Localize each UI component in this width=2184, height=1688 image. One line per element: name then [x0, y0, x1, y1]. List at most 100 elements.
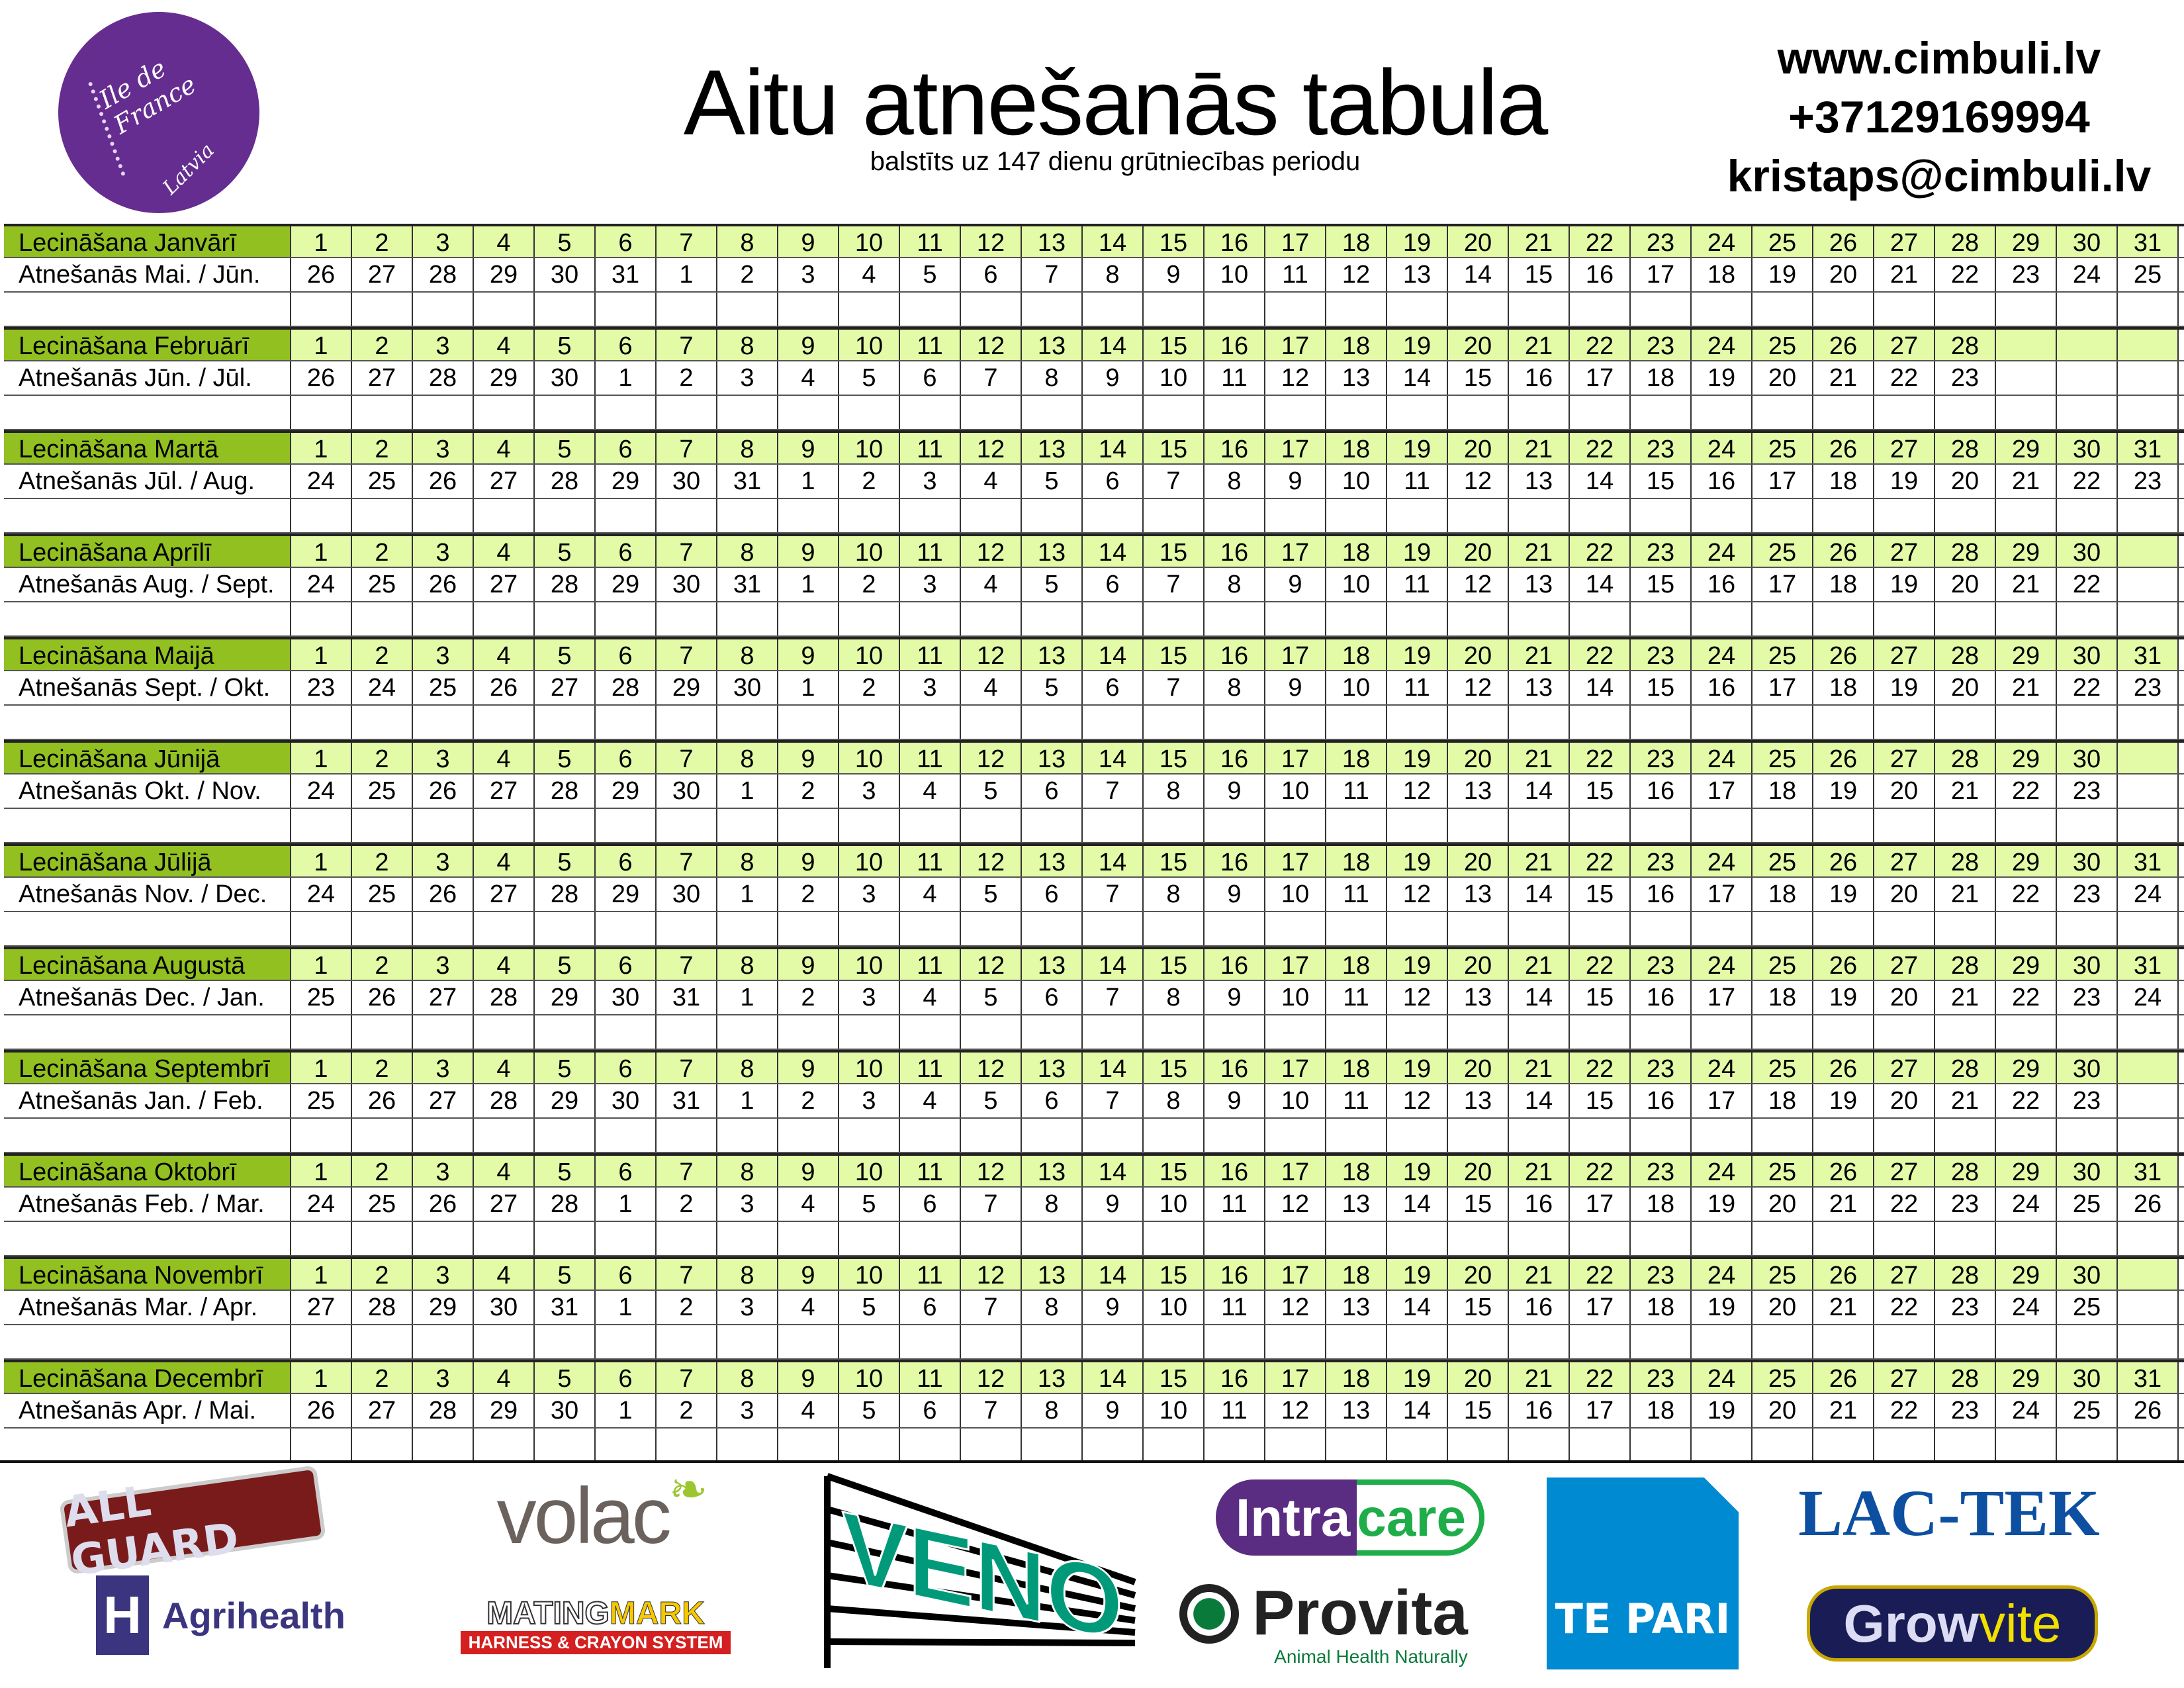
- mating-day-cell: 8: [717, 330, 778, 360]
- lambing-day-cell: 24: [1996, 1291, 2057, 1324]
- notes-cell: [1387, 396, 1448, 429]
- mating-day-cell: 2: [352, 330, 413, 360]
- lambing-day-cell: 10: [1144, 1394, 1205, 1427]
- mating-row: Lecināšana Aprīlī 1 2 3 4 5 6 7 8 9 10 11 12 13 14 15 16…: [4, 534, 2184, 568]
- notes-cell: [1205, 1429, 1265, 1462]
- lambing-day-cell: 25: [352, 465, 413, 498]
- notes-cell: [1996, 1119, 2057, 1152]
- lambing-day-cell: 20: [1935, 568, 1996, 601]
- lambing-day-cell: 21: [1874, 258, 1935, 291]
- notes-cell: [1874, 293, 1935, 326]
- mating-day-cell: 22: [1570, 1259, 1631, 1289]
- notes-cell: [1022, 809, 1083, 842]
- mating-day-cell: 17: [1265, 1362, 1326, 1393]
- provita-logo: Provita Animal Health Naturally: [1168, 1579, 1479, 1668]
- lambing-day-cell: 30: [535, 1394, 596, 1427]
- notes-cell: [657, 706, 717, 739]
- lambing-day-cell: 7: [1144, 671, 1205, 704]
- lambing-day-cell: 20: [1874, 774, 1935, 808]
- email-link[interactable]: kristaps@cimbuli.lv: [1727, 151, 2152, 201]
- lambing-day-cell: 22: [1996, 878, 2057, 911]
- mating-day-cell: 6: [596, 1156, 657, 1186]
- mating-day-cell: 29: [1996, 536, 2057, 567]
- mating-day-cell: 20: [1448, 226, 1509, 257]
- lambing-day-cell: 3: [717, 1291, 778, 1324]
- mating-day-cell: 27: [1874, 1259, 1935, 1289]
- notes-cell: [1265, 1015, 1326, 1049]
- mating-day-cell: 22: [1570, 949, 1631, 980]
- lambing-day-cell: 7: [961, 1291, 1022, 1324]
- mating-day-cell: 8: [717, 743, 778, 773]
- notes-cell: [1326, 1119, 1387, 1152]
- notes-cell: [1996, 706, 2057, 739]
- notes-cell: [2057, 396, 2118, 429]
- mating-day-cell: 16: [1205, 536, 1265, 567]
- lambing-day-cell: 13: [1448, 774, 1509, 808]
- lambing-day-cell: 19: [1692, 1188, 1752, 1221]
- notes-cell: [474, 1015, 535, 1049]
- notes-label-cell: [4, 1429, 291, 1462]
- mating-day-cell: 8: [717, 1053, 778, 1083]
- mating-row: Lecināšana Jūlijā 1 2 3 4 5 6 7 8 9 10 11 12 13 14 15 16…: [4, 843, 2184, 878]
- lambing-day-cell: 28: [535, 465, 596, 498]
- mating-day-cell: 19: [1387, 639, 1448, 670]
- notes-label-cell: [4, 1015, 291, 1049]
- lambing-row: Atnešanās Jūl. / Aug. 24 25 26 27 28 29 30 31 1 2 3…: [4, 465, 2184, 499]
- notes-cell: [1935, 912, 1996, 945]
- notes-cell: [1022, 912, 1083, 945]
- lambing-day-cell: 25: [2057, 1291, 2118, 1324]
- mating-day-cell: 2: [352, 846, 413, 876]
- notes-cell: [1448, 1325, 1509, 1358]
- lambing-day-cell: 9: [1083, 1291, 1144, 1324]
- mating-row: Lecināšana Janvārī 1 2 3 4 5 6 7 8 9 10 11 12 13 14 15 1…: [4, 224, 2184, 258]
- lambing-day-cell: 12: [1265, 1394, 1326, 1427]
- mating-day-cell: 17: [1265, 639, 1326, 670]
- notes-cell: [657, 293, 717, 326]
- lambing-day-cell: 19: [1692, 361, 1752, 395]
- lambing-day-cell: 26: [291, 361, 352, 395]
- notes-cell: [1631, 602, 1692, 635]
- lambing-day-cell: 28: [413, 258, 474, 291]
- provita-tagline: Animal Health Naturally: [1274, 1646, 1468, 1667]
- notes-cell: [778, 499, 839, 532]
- lambing-day-cell: 5: [1022, 465, 1083, 498]
- mating-month-label: Lecināšana Janvārī: [4, 226, 291, 257]
- mating-day-cell: 19: [1387, 1259, 1448, 1289]
- notes-cell: [596, 809, 657, 842]
- notes-cell: [1144, 1222, 1205, 1255]
- notes-cell: [778, 396, 839, 429]
- notes-cell: [1144, 396, 1205, 429]
- notes-cell: [535, 1222, 596, 1255]
- notes-cell: [1022, 293, 1083, 326]
- mating-day-cell: 6: [596, 536, 657, 567]
- agrihealth-logo: H Agrihealth: [96, 1569, 374, 1662]
- lambing-day-cell: 11: [1205, 1291, 1265, 1324]
- lambing-day-cell: 9: [1083, 361, 1144, 395]
- mating-day-cell: 18: [1326, 433, 1387, 463]
- notes-cell: [1692, 602, 1752, 635]
- notes-cell: [596, 396, 657, 429]
- lambing-day-cell: 14: [1448, 258, 1509, 291]
- mating-day-cell: 24: [1692, 1053, 1752, 1083]
- lambing-day-cell: 18: [1752, 1084, 1813, 1117]
- notes-cell: [1022, 1015, 1083, 1049]
- notes-cell: [1752, 602, 1813, 635]
- lambing-day-cell: 14: [1509, 1084, 1570, 1117]
- lambing-day-cell: 5: [1022, 671, 1083, 704]
- notes-cell: [1996, 1015, 2057, 1049]
- notes-cell: [1448, 912, 1509, 945]
- lambing-day-cell: 4: [839, 258, 900, 291]
- notes-cell: [596, 1015, 657, 1049]
- mating-day-cell: 27: [1874, 1053, 1935, 1083]
- notes-cell: [1205, 1119, 1265, 1152]
- lambing-day-cell: 3: [900, 568, 961, 601]
- notes-cell: [1935, 809, 1996, 842]
- mating-day-cell: 4: [474, 536, 535, 567]
- lambing-day-cell: 18: [1692, 258, 1752, 291]
- mating-day-cell: 29: [1996, 226, 2057, 257]
- growvite-text-a: Grow: [1843, 1593, 1979, 1653]
- lambing-day-cell: 15: [1631, 671, 1692, 704]
- notes-cell: [717, 912, 778, 945]
- lambing-day-cell: 26: [413, 774, 474, 808]
- website-link[interactable]: www.cimbuli.lv: [1777, 33, 2101, 83]
